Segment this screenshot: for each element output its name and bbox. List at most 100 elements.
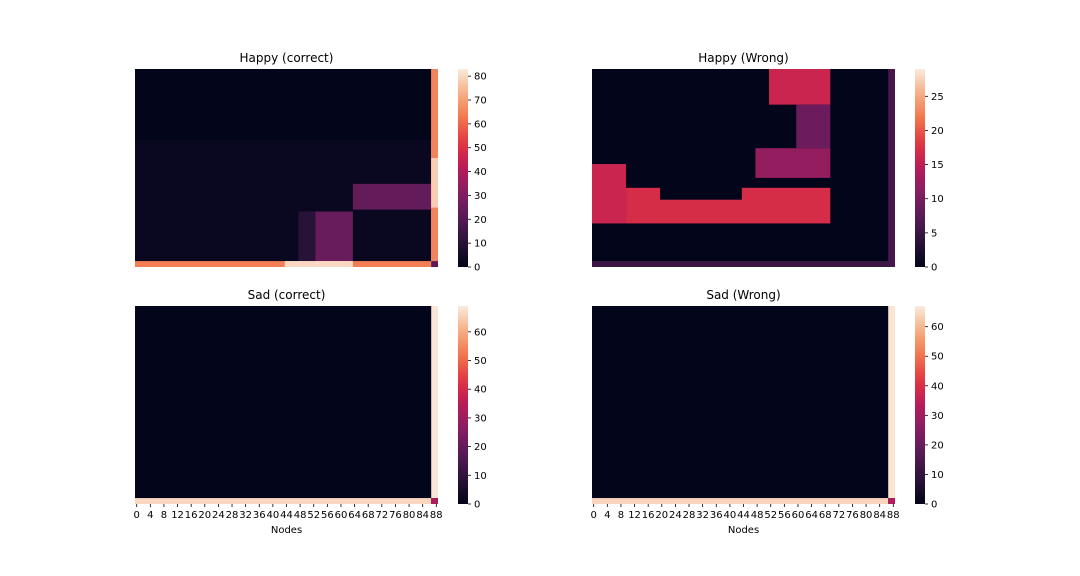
heatmap-cell-region bbox=[431, 306, 438, 499]
heatmap-cell-region bbox=[431, 498, 438, 504]
colorbar-tick-label: 70 bbox=[474, 96, 487, 107]
x-tick-label: 76 bbox=[389, 510, 402, 521]
x-tick-label: 32 bbox=[696, 510, 709, 521]
x-tick-label: 20 bbox=[198, 510, 211, 521]
x-tick-label: 80 bbox=[403, 510, 416, 521]
heatmap-cell-region bbox=[135, 261, 432, 267]
panel-title: Sad (Wrong) bbox=[706, 288, 780, 302]
colorbar-tick-label: 30 bbox=[931, 411, 944, 422]
colorbar-tick-label: 60 bbox=[931, 322, 944, 333]
heatmap-cell-region bbox=[592, 498, 889, 504]
x-tick-label: 4 bbox=[604, 510, 610, 521]
heatmap-cell-region bbox=[135, 306, 438, 504]
colorbar-tick-label: 80 bbox=[474, 72, 487, 83]
colorbar-tick-label: 10 bbox=[931, 194, 944, 205]
colorbar bbox=[458, 306, 468, 504]
x-tick-label: 32 bbox=[239, 510, 252, 521]
heatmap-cells bbox=[135, 69, 438, 267]
x-tick-label: 52 bbox=[764, 510, 777, 521]
colorbar-tick-label: 40 bbox=[931, 381, 944, 392]
x-tick-label: 0 bbox=[591, 510, 597, 521]
colorbar-tick-label: 0 bbox=[474, 263, 480, 274]
x-tick-label: 28 bbox=[226, 510, 239, 521]
x-tick-label: 68 bbox=[362, 510, 375, 521]
colorbar-tick-label: 20 bbox=[474, 215, 487, 226]
x-tick-label: 84 bbox=[416, 510, 429, 521]
heatmap-cell-region bbox=[592, 306, 895, 504]
panel-title: Sad (correct) bbox=[248, 288, 326, 302]
heatmap-cell-region bbox=[135, 498, 432, 504]
x-axis-label: Nodes bbox=[271, 525, 302, 536]
colorbar-tick-label: 0 bbox=[931, 263, 937, 274]
x-tick-label: 4 bbox=[147, 510, 153, 521]
heatmap-cell-region bbox=[284, 261, 353, 267]
colorbar bbox=[915, 69, 925, 267]
colorbar-tick-label: 40 bbox=[474, 385, 487, 396]
x-tick-label: 88 bbox=[430, 510, 443, 521]
x-tick-label: 44 bbox=[280, 510, 293, 521]
colorbar-tick-label: 25 bbox=[931, 92, 944, 103]
colorbar-tick-label: 50 bbox=[474, 143, 487, 154]
heatmap-cell-region bbox=[298, 211, 316, 262]
x-tick-label: 84 bbox=[873, 510, 886, 521]
colorbar-tick-label: 10 bbox=[931, 470, 944, 481]
heatmap-cells bbox=[592, 69, 895, 267]
x-tick-label: 16 bbox=[642, 510, 655, 521]
heatmap-cell-region bbox=[769, 69, 831, 105]
heatmap-cell-region bbox=[352, 183, 432, 210]
x-tick-label: 48 bbox=[294, 510, 307, 521]
x-tick-label: 36 bbox=[710, 510, 723, 521]
heatmap-cells bbox=[135, 306, 438, 504]
x-tick-label: 64 bbox=[348, 510, 361, 521]
x-tick-label: 40 bbox=[724, 510, 737, 521]
x-tick-label: 64 bbox=[805, 510, 818, 521]
x-tick-label: 36 bbox=[253, 510, 266, 521]
x-tick-label: 8 bbox=[161, 510, 167, 521]
x-tick-label: 8 bbox=[618, 510, 624, 521]
x-tick-label: 80 bbox=[860, 510, 873, 521]
x-tick-label: 72 bbox=[832, 510, 845, 521]
x-tick-label: 20 bbox=[655, 510, 668, 521]
x-tick-label: 76 bbox=[846, 510, 859, 521]
x-tick-label: 56 bbox=[321, 510, 334, 521]
heatmap-cell-region bbox=[592, 69, 895, 267]
panel-title: Happy (Wrong) bbox=[698, 51, 788, 65]
heatmap-cell-region bbox=[888, 498, 895, 504]
panel-title: Happy (correct) bbox=[240, 51, 334, 65]
x-tick-label: 44 bbox=[737, 510, 750, 521]
x-tick-label: 88 bbox=[887, 510, 900, 521]
colorbar-tick-label: 30 bbox=[474, 191, 487, 202]
colorbar bbox=[915, 306, 925, 504]
colorbar-tick-label: 0 bbox=[474, 500, 480, 511]
x-tick-label: 28 bbox=[683, 510, 696, 521]
x-tick-label: 16 bbox=[185, 510, 198, 521]
x-tick-label: 24 bbox=[669, 510, 682, 521]
heatmap-cells bbox=[592, 306, 895, 504]
colorbar-tick-label: 40 bbox=[474, 167, 487, 178]
colorbar-tick-label: 20 bbox=[931, 440, 944, 451]
x-tick-label: 60 bbox=[792, 510, 805, 521]
heatmap-cell-region bbox=[888, 69, 895, 267]
heatmap-panel-1: Happy (correct) 0 10 20 30 40 50 60 70 80 bbox=[135, 51, 487, 274]
x-tick-label: 12 bbox=[628, 510, 641, 521]
x-tick-label: 48 bbox=[751, 510, 764, 521]
x-tick-label: 68 bbox=[819, 510, 832, 521]
x-tick-label: 60 bbox=[335, 510, 348, 521]
heatmap-cell-region bbox=[592, 164, 627, 224]
colorbar-tick-label: 50 bbox=[931, 352, 944, 363]
x-tick-label: 56 bbox=[778, 510, 791, 521]
colorbar-tick-label: 50 bbox=[474, 356, 487, 367]
x-tick-label: 72 bbox=[375, 510, 388, 521]
x-tick-label: 0 bbox=[134, 510, 140, 521]
x-axis-label: Nodes bbox=[728, 525, 759, 536]
colorbar-tick-label: 20 bbox=[931, 126, 944, 137]
heatmap-cell-region bbox=[312, 211, 353, 262]
heatmap-cell-region bbox=[592, 261, 889, 267]
x-tick-label: 52 bbox=[307, 510, 320, 521]
heatmap-cell-region bbox=[135, 69, 432, 141]
heatmap-cell-region bbox=[755, 148, 831, 178]
colorbar-tick-label: 10 bbox=[474, 239, 487, 250]
